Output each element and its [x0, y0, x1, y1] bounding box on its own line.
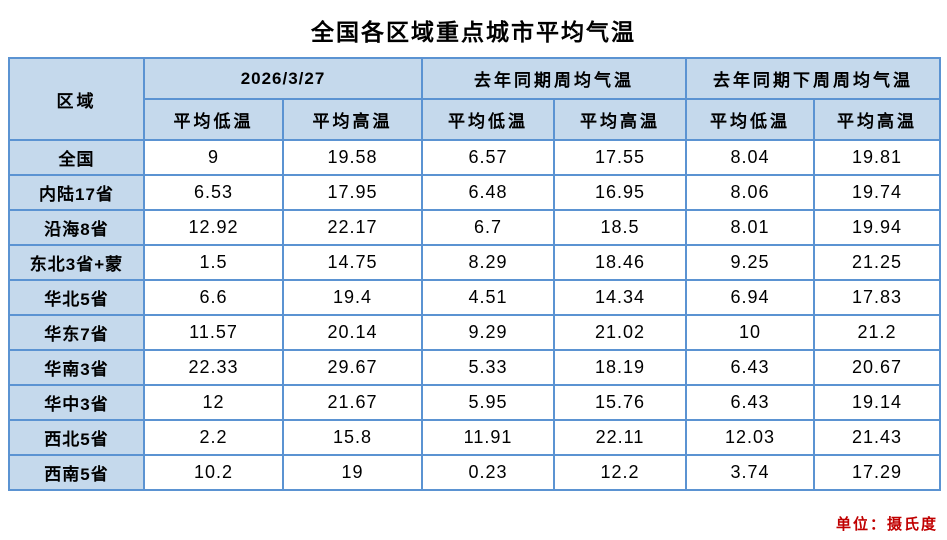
temperature-value-cell: 22.11 — [553, 419, 688, 456]
temperature-value-cell: 9 — [143, 139, 284, 176]
temperature-value-cell: 15.8 — [281, 419, 424, 456]
temperature-value-cell: 12.2 — [553, 454, 688, 491]
temperature-value-cell: 6.6 — [143, 279, 284, 316]
column-header-avg-high-2: 平均高温 — [553, 98, 688, 141]
table-row: 西北5省 2.2 15.8 11.91 22.11 12.03 21.43 — [8, 419, 942, 456]
temperature-value-cell: 12.03 — [685, 419, 816, 456]
table-header: 区域 2026/3/27 去年同期周均气温 去年同期下周周均气温 平均低温 平均… — [8, 57, 942, 141]
unit-note: 单位：摄氏度 — [835, 516, 938, 533]
temperature-value-cell: 14.34 — [553, 279, 688, 316]
temperature-value-cell: 6.43 — [685, 349, 816, 386]
table-row: 华北5省 6.6 19.4 4.51 14.34 6.94 17.83 — [8, 279, 942, 316]
table-row: 华东7省 11.57 20.14 9.29 21.02 10 21.2 — [8, 314, 942, 351]
temperature-value-cell: 19 — [281, 454, 424, 491]
temperature-value-cell: 18.5 — [553, 209, 688, 246]
row-region-label: 全国 — [8, 139, 145, 176]
row-region-label: 西北5省 — [8, 419, 145, 456]
temperature-value-cell: 6.43 — [685, 384, 816, 421]
temperature-value-cell: 17.95 — [281, 174, 424, 211]
table-row: 西南5省 10.2 19 0.23 12.2 3.74 17.29 — [8, 454, 942, 491]
temperature-value-cell: 8.29 — [421, 244, 556, 281]
temperature-value-cell: 19.58 — [281, 139, 424, 176]
temperature-value-cell: 22.33 — [143, 349, 284, 386]
temperature-value-cell: 8.04 — [685, 139, 816, 176]
temperature-value-cell: 1.5 — [143, 244, 284, 281]
temperature-value-cell: 19.14 — [813, 384, 942, 421]
temperature-value-cell: 0.23 — [421, 454, 556, 491]
temperature-value-cell: 18.46 — [553, 244, 688, 281]
table-row: 华中3省 12 21.67 5.95 15.76 6.43 19.14 — [8, 384, 942, 421]
temperature-value-cell: 8.06 — [685, 174, 816, 211]
temperature-value-cell: 22.17 — [281, 209, 424, 246]
temperature-value-cell: 4.51 — [421, 279, 556, 316]
row-region-label: 华南3省 — [8, 349, 145, 386]
temperature-value-cell: 6.7 — [421, 209, 556, 246]
column-header-avg-low-2: 平均低温 — [421, 98, 556, 141]
temperature-value-cell: 10 — [685, 314, 816, 351]
temperature-value-cell: 9.25 — [685, 244, 816, 281]
temperature-value-cell: 15.76 — [553, 384, 688, 421]
row-region-label: 沿海8省 — [8, 209, 145, 246]
page-title: 全国各区域重点城市平均气温 — [311, 19, 636, 45]
column-group-last-year-next-week: 去年同期下周周均气温 — [685, 57, 942, 100]
temperature-value-cell: 18.19 — [553, 349, 688, 386]
column-group-last-year-same-week: 去年同期周均气温 — [421, 57, 688, 100]
temperature-value-cell: 11.57 — [143, 314, 284, 351]
temperature-value-cell: 16.95 — [553, 174, 688, 211]
temperature-value-cell: 21.67 — [281, 384, 424, 421]
temperature-value-cell: 19.4 — [281, 279, 424, 316]
temperature-value-cell: 6.53 — [143, 174, 284, 211]
table-row: 华南3省 22.33 29.67 5.33 18.19 6.43 20.67 — [8, 349, 942, 386]
temperature-value-cell: 6.57 — [421, 139, 556, 176]
temperature-value-cell: 29.67 — [281, 349, 424, 386]
temperature-value-cell: 21.43 — [813, 419, 942, 456]
temperature-value-cell: 20.14 — [281, 314, 424, 351]
temperature-value-cell: 19.74 — [813, 174, 942, 211]
header-sub-row: 平均低温 平均高温 平均低温 平均高温 平均低温 平均高温 — [9, 98, 942, 141]
table-row: 全国 9 19.58 6.57 17.55 8.04 19.81 — [8, 139, 942, 176]
column-header-region: 区域 — [8, 57, 145, 141]
temperature-value-cell: 11.91 — [421, 419, 556, 456]
temperature-value-cell: 2.2 — [143, 419, 284, 456]
temperature-value-cell: 19.94 — [813, 209, 942, 246]
header-group-row: 区域 2026/3/27 去年同期周均气温 去年同期下周周均气温 — [8, 57, 942, 141]
column-header-avg-high-3: 平均高温 — [813, 98, 942, 141]
temperature-value-cell: 17.29 — [813, 454, 942, 491]
row-region-label: 内陆17省 — [8, 174, 145, 211]
temperature-value-cell: 8.01 — [685, 209, 816, 246]
temperature-value-cell: 5.33 — [421, 349, 556, 386]
table-row: 东北3省+蒙 1.5 14.75 8.29 18.46 9.25 21.25 — [8, 244, 942, 281]
temperature-value-cell: 6.48 — [421, 174, 556, 211]
temperature-value-cell: 9.29 — [421, 314, 556, 351]
row-region-label: 西南5省 — [8, 454, 145, 491]
row-region-label: 东北3省+蒙 — [8, 244, 145, 281]
temperature-value-cell: 21.25 — [813, 244, 942, 281]
temperature-value-cell: 10.2 — [143, 454, 284, 491]
table-body: 全国 9 19.58 6.57 17.55 8.04 19.81 内陆17省 6.53 17.95… — [8, 139, 942, 491]
temperature-value-cell: 20.67 — [813, 349, 942, 386]
column-group-date: 2026/3/27 — [142, 57, 424, 100]
column-header-avg-high-1: 平均高温 — [281, 98, 424, 141]
temperature-table: 区域 2026/3/27 去年同期周均气温 去年同期下周周均气温 平均低温 平均… — [8, 57, 942, 491]
row-region-label: 华北5省 — [8, 279, 145, 316]
table-row: 内陆17省 6.53 17.95 6.48 16.95 8.06 19.74 — [8, 174, 942, 211]
temperature-value-cell: 3.74 — [685, 454, 816, 491]
temperature-value-cell: 21.02 — [553, 314, 688, 351]
temperature-value-cell: 17.83 — [813, 279, 942, 316]
row-region-label: 华中3省 — [8, 384, 145, 421]
temperature-value-cell: 21.2 — [813, 314, 942, 351]
column-header-avg-low-1: 平均低温 — [143, 98, 284, 141]
temperature-value-cell: 6.94 — [685, 279, 816, 316]
temperature-value-cell: 12.92 — [143, 209, 284, 246]
row-region-label: 华东7省 — [8, 314, 145, 351]
temperature-value-cell: 17.55 — [553, 139, 688, 176]
temperature-value-cell: 19.81 — [813, 139, 942, 176]
temperature-value-cell: 14.75 — [281, 244, 424, 281]
temperature-value-cell: 5.95 — [421, 384, 556, 421]
temperature-value-cell: 12 — [143, 384, 284, 421]
table-row: 沿海8省 12.92 22.17 6.7 18.5 8.01 19.94 — [8, 209, 942, 246]
column-header-avg-low-3: 平均低温 — [685, 98, 816, 141]
